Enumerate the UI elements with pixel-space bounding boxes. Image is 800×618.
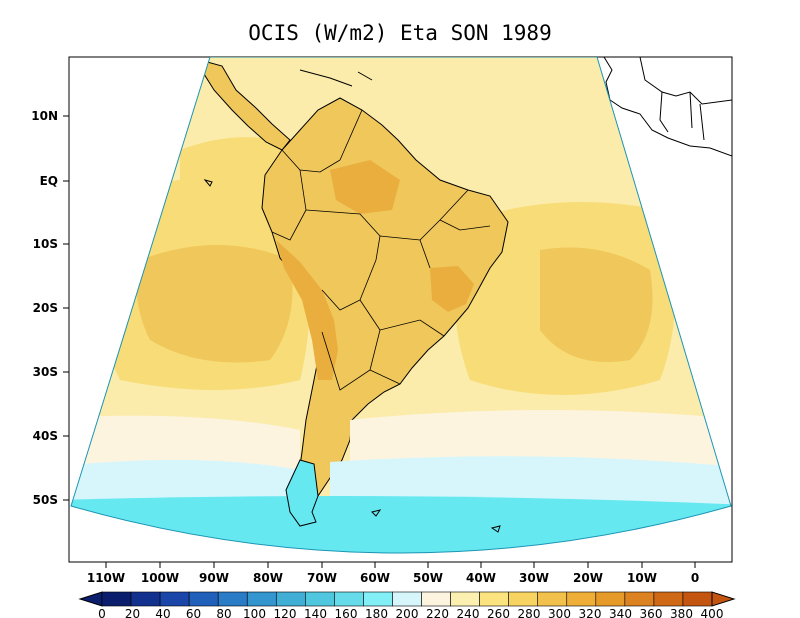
colorbar-swatch xyxy=(246,591,277,607)
lon-label-50w: 50W xyxy=(413,571,443,585)
lon-label-100w: 100W xyxy=(141,571,179,585)
colorbar-swatch xyxy=(595,591,626,607)
colorbar-label: 60 xyxy=(186,607,201,618)
field-peak-amazon xyxy=(330,160,400,214)
colorbar-swatch xyxy=(159,591,190,607)
colorbar-swatch xyxy=(363,591,393,607)
lat-label-20s: 20S xyxy=(33,301,58,315)
field-pale xyxy=(71,415,300,470)
lon-label-60w: 60W xyxy=(360,571,390,585)
colorbar-swatch xyxy=(305,591,335,607)
caribbean-islands xyxy=(299,69,373,87)
colorbar-label: 380 xyxy=(670,607,693,618)
colorbar-label: 20 xyxy=(125,607,140,618)
lat-label-50s: 50S xyxy=(33,493,58,507)
colorbar-swatch xyxy=(537,591,568,607)
lon-label-90w: 90W xyxy=(199,571,229,585)
lon-label-40w: 40W xyxy=(466,571,496,585)
colorbar-over-arrow xyxy=(711,591,736,607)
colorbar-swatch xyxy=(566,591,597,607)
field-peak-brazil xyxy=(430,266,474,312)
colorbar-label: 220 xyxy=(426,607,449,618)
lat-label-eq: EQ xyxy=(40,174,58,188)
colorbar-swatch xyxy=(275,591,306,607)
colorbar-label: 340 xyxy=(609,607,632,618)
lon-axis: 110W 100W 90W 80W 70W 60W 50W 40W 30W 20… xyxy=(87,562,699,585)
lat-label-40s: 40S xyxy=(33,429,58,443)
colorbar-label: 0 xyxy=(98,607,106,618)
lon-label-20w: 20W xyxy=(573,571,603,585)
colorbar-label: 240 xyxy=(457,607,480,618)
colorbar-under-arrow xyxy=(78,591,103,607)
colorbar-swatch xyxy=(130,591,161,607)
colorbar-label: 160 xyxy=(335,607,358,618)
colorbar-swatch xyxy=(334,591,364,607)
lon-label-80w: 80W xyxy=(253,571,283,585)
colorbar-swatch xyxy=(421,591,451,607)
colorbar-swatch xyxy=(624,591,655,607)
colorbar-label: 140 xyxy=(304,607,327,618)
south-america-land xyxy=(261,97,509,523)
lon-label-0: 0 xyxy=(691,571,699,585)
colorbar-swatch xyxy=(188,591,219,607)
colorbar-swatch xyxy=(392,591,422,607)
lat-label-10n: 10N xyxy=(31,109,58,123)
colorbar-label: 280 xyxy=(518,607,541,618)
colorbar-label: 260 xyxy=(487,607,510,618)
colorbar-swatch xyxy=(101,591,132,607)
colorbar-label: 100 xyxy=(243,607,266,618)
colorbar-label: 180 xyxy=(365,607,388,618)
colorbar-swatch xyxy=(479,591,509,607)
lon-label-30w: 30W xyxy=(519,571,549,585)
colorbar-swatch xyxy=(450,591,480,607)
lat-axis: 10N EQ 10S 20S 30S 40S 50S xyxy=(31,109,69,507)
africa-coastline xyxy=(603,57,732,157)
lat-label-10s: 10S xyxy=(33,237,58,251)
colorbar-swatch xyxy=(653,591,684,607)
model-domain xyxy=(71,57,731,553)
country-borders xyxy=(271,109,491,391)
lat-label-30s: 30S xyxy=(33,365,58,379)
colorbar-label: 300 xyxy=(548,607,571,618)
colorbar-label: 120 xyxy=(274,607,297,618)
field-pale-east xyxy=(350,410,731,471)
domain-outline xyxy=(70,57,732,554)
colorbar-swatch xyxy=(217,591,248,607)
map-title: OCIS (W/m2) Eta SON 1989 xyxy=(248,21,551,45)
colorbar-label: 80 xyxy=(216,607,231,618)
colorbar-label: 360 xyxy=(640,607,663,618)
islands xyxy=(203,179,501,533)
field-cold xyxy=(71,496,731,553)
patagonia-land xyxy=(285,459,319,527)
colorbar-label: 400 xyxy=(701,607,724,618)
colorbar-swatch xyxy=(508,591,539,607)
field-high-pacific xyxy=(136,245,293,363)
field-high-atlantic xyxy=(540,247,653,362)
colorbar-label: 320 xyxy=(579,607,602,618)
field-peak-andes xyxy=(276,240,338,380)
colorbar: 0 20 40 60 80 100 120 140 160 180 200 220 240 260 280 3… xyxy=(78,591,736,618)
lon-label-110w: 110W xyxy=(87,571,125,585)
colorbar-label: 200 xyxy=(396,607,419,618)
colorbar-swatch xyxy=(682,591,713,607)
lon-label-70w: 70W xyxy=(307,571,337,585)
lon-label-10w: 10W xyxy=(627,571,657,585)
colorbar-label: 40 xyxy=(155,607,170,618)
